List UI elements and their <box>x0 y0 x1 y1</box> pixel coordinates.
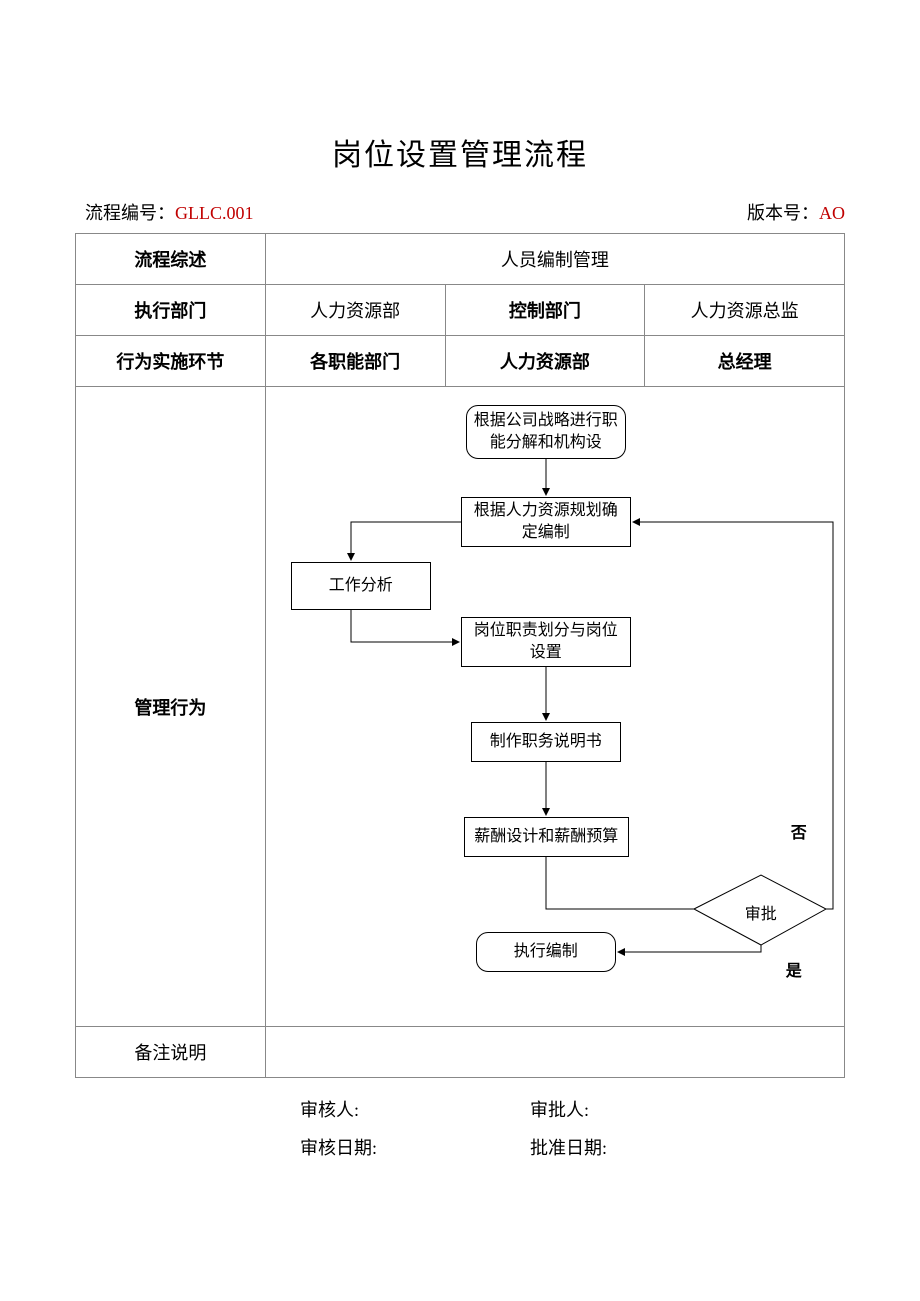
node-strategy: 根据公司战略进行职能分解和机构设 <box>466 405 626 459</box>
cell-swimlane-2: 人力资源部 <box>445 336 645 387</box>
table-row: 执行部门 人力资源部 控制部门 人力资源总监 <box>76 285 845 336</box>
cell-swimlane-1: 各职能部门 <box>265 336 445 387</box>
footer-row-2: 审核日期: 批准日期: <box>0 1122 920 1160</box>
table-row: 行为实施环节 各职能部门 人力资源部 总经理 <box>76 336 845 387</box>
version-label: 版本号： <box>747 203 819 223</box>
meta-row: 流程编号：GLLC.001 版本号：AO <box>0 174 920 233</box>
cell-action-phase-label: 行为实施环节 <box>76 336 266 387</box>
edge-label-no: 否 <box>791 819 807 843</box>
process-number: 流程编号：GLLC.001 <box>85 199 254 225</box>
table-row: 流程综述 人员编制管理 <box>76 234 845 285</box>
node-job-analysis: 工作分析 <box>291 562 431 610</box>
flowchart-canvas: 根据公司战略进行职能分解和机构设 根据人力资源规划确定编制 工作分析 岗位职责划… <box>266 387 846 1027</box>
cell-exec-dept-value: 人力资源部 <box>265 285 445 336</box>
table-row-flowchart: 管理行为 根据公司战略进行职能分解和机构设 根据人力资源规划确定编制 工作分析 … <box>76 387 845 1027</box>
cell-remark-label: 备注说明 <box>76 1027 266 1078</box>
cell-mgmt-action-label: 管理行为 <box>76 387 266 1027</box>
diamond-approve-label: 审批 <box>731 900 791 924</box>
cell-remark-value <box>265 1027 844 1078</box>
cell-control-dept-label: 控制部门 <box>445 285 645 336</box>
node-job-desc: 制作职务说明书 <box>471 722 621 762</box>
process-table: 流程综述 人员编制管理 执行部门 人力资源部 控制部门 人力资源总监 行为实施环… <box>75 233 845 1078</box>
table-row: 备注说明 <box>76 1027 845 1078</box>
node-position-setup: 岗位职责划分与岗位设置 <box>461 617 631 667</box>
flowchart-arrows <box>266 387 846 1027</box>
cell-summary-value: 人员编制管理 <box>265 234 844 285</box>
reviewer-label: 审核人: <box>300 1096 530 1122</box>
flowchart-cell: 根据公司战略进行职能分解和机构设 根据人力资源规划确定编制 工作分析 岗位职责划… <box>265 387 844 1027</box>
process-no-value: GLLC.001 <box>175 203 254 223</box>
node-salary: 薪酬设计和薪酬预算 <box>464 817 629 857</box>
approve-date-label: 批准日期: <box>530 1134 760 1160</box>
node-execute: 执行编制 <box>476 932 616 972</box>
version-number: 版本号：AO <box>747 199 845 225</box>
page-title: 岗位设置管理流程 <box>0 0 920 174</box>
version-value: AO <box>819 203 845 223</box>
review-date-label: 审核日期: <box>300 1134 530 1160</box>
approver-label: 审批人: <box>530 1096 760 1122</box>
footer-row-1: 审核人: 审批人: <box>0 1078 920 1122</box>
edge-label-yes: 是 <box>786 957 802 981</box>
node-hr-plan: 根据人力资源规划确定编制 <box>461 497 631 547</box>
process-no-label: 流程编号： <box>85 203 175 223</box>
cell-summary-label: 流程综述 <box>76 234 266 285</box>
cell-swimlane-3: 总经理 <box>645 336 845 387</box>
cell-control-dept-value: 人力资源总监 <box>645 285 845 336</box>
cell-exec-dept-label: 执行部门 <box>76 285 266 336</box>
